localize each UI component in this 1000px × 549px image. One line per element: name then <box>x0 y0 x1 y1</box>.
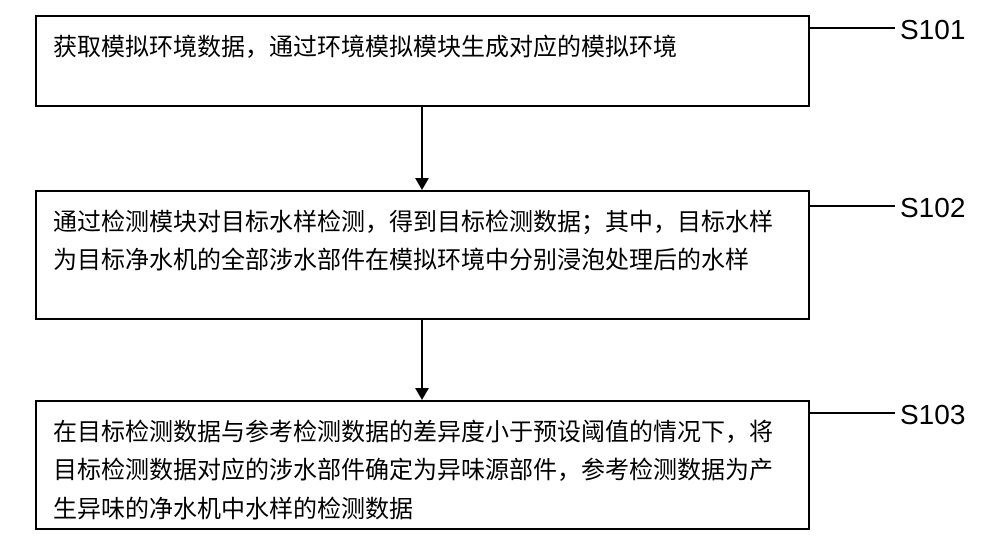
step-text-s103: 在目标检测数据与参考检测数据的差异度小于预设阈值的情况下，将目标检测数据对应的涉… <box>53 419 773 523</box>
step-box-s101: 获取模拟环境数据，通过环境模拟模块生成对应的模拟环境 <box>35 15 810 107</box>
arrow-down-icon <box>415 388 429 400</box>
step-text-s101: 获取模拟环境数据，通过环境模拟模块生成对应的模拟环境 <box>53 34 677 61</box>
arrow-down-icon <box>415 178 429 190</box>
flowchart-container: 获取模拟环境数据，通过环境模拟模块生成对应的模拟环境 S101 通过检测模块对目… <box>0 0 1000 549</box>
connector-s102-s103 <box>421 320 423 388</box>
step-label-s102: S102 <box>900 192 965 224</box>
leader-line-s103 <box>810 412 895 414</box>
leader-line-s102 <box>810 205 895 207</box>
step-box-s103: 在目标检测数据与参考检测数据的差异度小于预设阈值的情况下，将目标检测数据对应的涉… <box>35 400 810 530</box>
step-label-s103: S103 <box>900 399 965 431</box>
step-box-s102: 通过检测模块对目标水样检测，得到目标检测数据；其中，目标水样为目标净水机的全部涉… <box>35 190 810 320</box>
connector-s101-s102 <box>421 107 423 178</box>
step-label-s101: S101 <box>900 14 965 46</box>
leader-line-s101 <box>810 27 895 29</box>
step-text-s102: 通过检测模块对目标水样检测，得到目标检测数据；其中，目标水样为目标净水机的全部涉… <box>53 209 773 274</box>
